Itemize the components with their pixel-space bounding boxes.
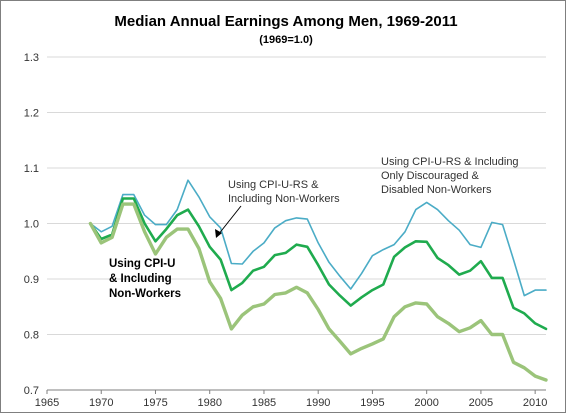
annotation-middle-line-2: Including Non-Workers <box>228 193 340 205</box>
x-tick-label: 2010 <box>523 397 547 409</box>
chart-title: Median Annual Earnings Among Men, 1969-2… <box>114 13 457 30</box>
x-tick-label: 1980 <box>197 397 221 409</box>
annotation-middle-line-1: Using CPI-U-RS & <box>228 179 319 191</box>
x-tick-label: 1975 <box>143 397 167 409</box>
y-tick-label: 0.7 <box>24 385 39 397</box>
series-line-3 <box>88 202 548 382</box>
annotation-top-line-3: Disabled Non-Workers <box>381 184 492 196</box>
y-tick-label: 1.2 <box>24 108 39 120</box>
axes: 0.7 0.8 0.9 1.0 1.1 1.2 1.3 1965 1970 1975 1980 198… <box>24 52 548 409</box>
y-tick-label: 1.1 <box>24 163 39 175</box>
gridlines <box>47 56 546 335</box>
y-tick-label: 1.3 <box>24 52 39 64</box>
y-tick-label: 0.8 <box>24 330 39 342</box>
y-tick-label: 1.0 <box>24 219 39 231</box>
x-tick-label: 1985 <box>252 397 276 409</box>
x-tick-label: 2005 <box>469 397 493 409</box>
x-tick-label: 1990 <box>306 397 330 409</box>
annotation-bottom-line-2: & Including <box>109 273 172 285</box>
annotation-top-line-1: Using CPI-U-RS & Including <box>381 156 519 168</box>
annotation-bottom-line-3: Non-Workers <box>109 288 181 300</box>
x-tick-label: 1965 <box>35 397 59 409</box>
series-line-1 <box>89 179 547 297</box>
chart-subtitle: (1969=1.0) <box>259 34 313 46</box>
x-tick-label: 1995 <box>360 397 384 409</box>
annotation-bottom-line-1: Using CPI-U <box>109 258 175 270</box>
annotation-arrow-head <box>215 229 222 238</box>
series-lines <box>88 179 548 382</box>
annotation-top-line-2: Only Discouraged & <box>381 170 479 182</box>
x-tick-label: 1970 <box>89 397 113 409</box>
y-tick-label: 0.9 <box>24 274 39 286</box>
annotation-arrow-line <box>217 205 242 236</box>
x-tick-label: 2000 <box>414 397 438 409</box>
series-line-2 <box>89 197 548 331</box>
